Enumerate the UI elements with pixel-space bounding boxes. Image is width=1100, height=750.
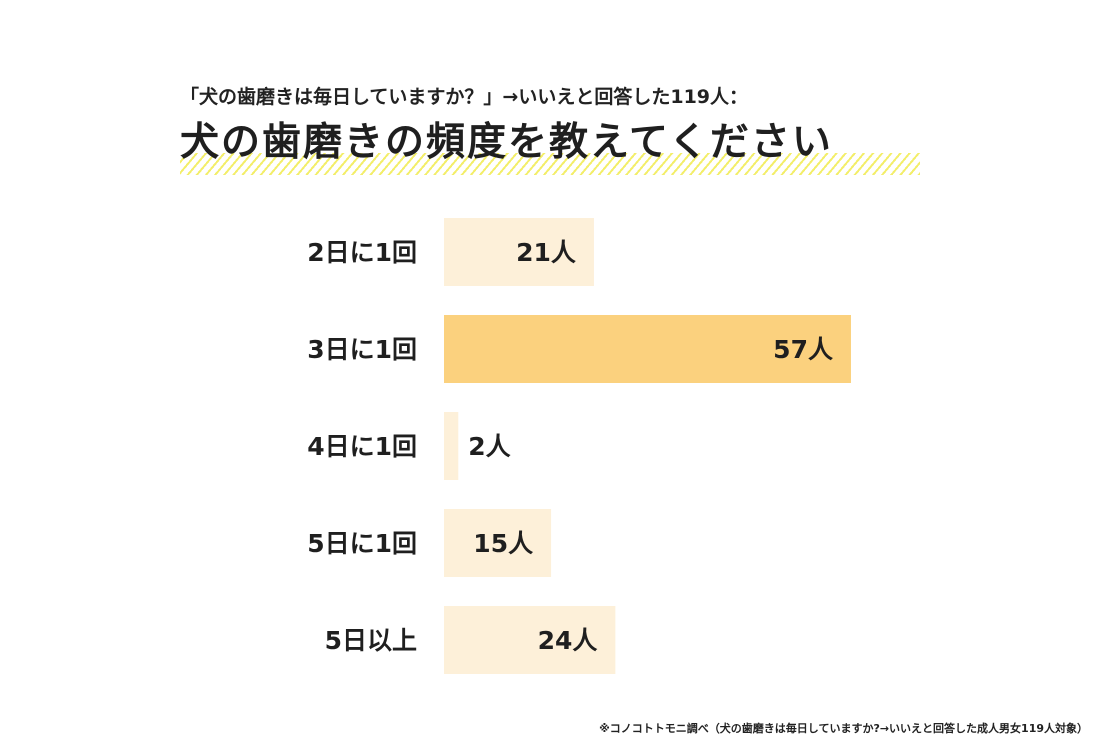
category-label-2: 3日に1回 (307, 335, 417, 364)
source-footnote: ※コノコトトモニ調べ（犬の歯磨きは毎日していますか?→いいえと回答した成人男女1… (599, 722, 1088, 735)
category-label-1: 2日に1回 (307, 238, 417, 267)
bar-1 (444, 218, 594, 286)
category-label-4: 5日に1回 (307, 529, 417, 558)
value-label-2: 57人 (773, 335, 833, 364)
chart-subtitle: 「犬の歯磨きは毎日していますか？」→いいえと回答した119人： (180, 86, 749, 108)
chart-title: 犬の歯磨きの頻度を教えてください (180, 120, 833, 165)
value-label-3: 2人 (468, 432, 510, 461)
value-label-5: 24人 (538, 626, 598, 655)
bar-5 (444, 606, 616, 674)
bar-2 (444, 315, 851, 383)
category-label-3: 4日に1回 (307, 432, 417, 461)
chart-title-block: 犬の歯磨きの頻度を教えてください (180, 115, 920, 185)
bar-4 (444, 509, 552, 577)
value-label-4: 15人 (473, 529, 533, 558)
bar-3 (444, 412, 459, 480)
title-highlight-stripe (180, 153, 920, 175)
category-label-5: 5日以上 (325, 626, 417, 655)
value-label-1: 21人 (516, 238, 576, 267)
